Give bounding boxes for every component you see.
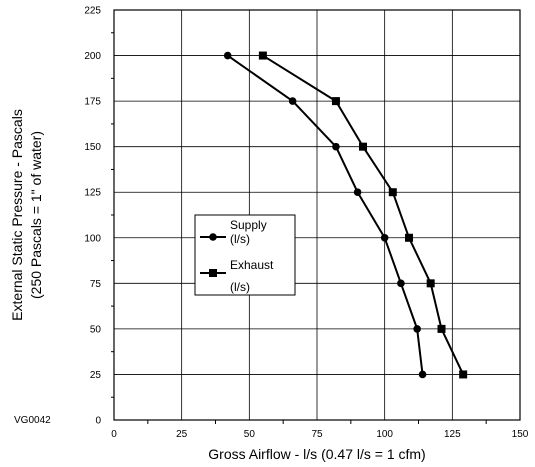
data-point-exhaust <box>405 233 414 242</box>
data-point-supply <box>332 142 340 151</box>
legend-label-supply-line1: Supply <box>230 218 267 232</box>
data-point-supply <box>413 325 421 333</box>
data-point-supply <box>397 279 405 288</box>
data-point-supply <box>380 233 389 242</box>
x-tick-labels: 0 25 50 75 100 125 150 <box>111 429 529 440</box>
legend-marker-exhaust <box>209 269 217 277</box>
legend-label-supply-line2: (l/s) <box>230 232 250 246</box>
x-tick-label: 150 <box>512 429 529 440</box>
x-tick-label: 25 <box>176 429 188 440</box>
x-axis-title: Gross Airflow - l/s (0.47 l/s = 1 cfm) <box>208 446 425 462</box>
data-point-supply <box>353 188 362 197</box>
data-point-exhaust <box>426 279 435 288</box>
y-tick-label: 225 <box>84 6 101 17</box>
data-point-exhaust <box>437 324 446 333</box>
y-tick-label: 50 <box>90 324 102 335</box>
y-axis-title-line2: (250 Pascals = 1" of water) <box>28 131 44 299</box>
legend-box <box>194 214 296 296</box>
y-tick-label: 175 <box>84 97 101 108</box>
data-point-exhaust <box>388 188 397 197</box>
x-tick-label: 50 <box>244 429 256 440</box>
data-point-exhaust <box>258 51 267 60</box>
data-point-exhaust <box>331 97 340 106</box>
data-point-supply <box>288 97 297 105</box>
series-group <box>223 51 468 379</box>
figure-code-label: VG0042 <box>14 415 51 426</box>
legend-label-exhaust-line2: (l/s) <box>230 280 250 294</box>
data-point-supply <box>223 51 232 60</box>
x-tick-label: 0 <box>111 429 117 440</box>
y-tick-label: 150 <box>84 142 101 153</box>
legend: Supply (l/s) Exhaust (l/s) <box>194 214 296 296</box>
x-tick-label: 125 <box>444 429 461 440</box>
data-point-exhaust <box>359 142 368 151</box>
data-point-supply <box>418 370 427 379</box>
y-tick-label: 75 <box>90 279 102 290</box>
y-tick-labels: 0 25 50 75 100 125 150 175 200 225 <box>84 6 101 427</box>
x-tick-label: 100 <box>376 429 393 440</box>
y-tick-label: 200 <box>84 51 101 62</box>
series-line-supply <box>227 54 424 375</box>
y-tick-label: 25 <box>90 370 102 381</box>
series-line-exhaust <box>262 54 465 375</box>
y-tick-label: 0 <box>95 416 101 427</box>
data-point-exhaust <box>459 370 468 379</box>
legend-marker-supply <box>209 233 217 241</box>
y-tick-label: 100 <box>84 233 101 244</box>
x-tick-label: 75 <box>311 429 323 440</box>
y-tick-label: 125 <box>84 188 101 199</box>
plot-frame <box>113 9 521 421</box>
y-axis-title-line1: External Static Pressure - Pascals <box>9 109 25 321</box>
legend-label-exhaust-line1: Exhaust <box>230 258 274 272</box>
